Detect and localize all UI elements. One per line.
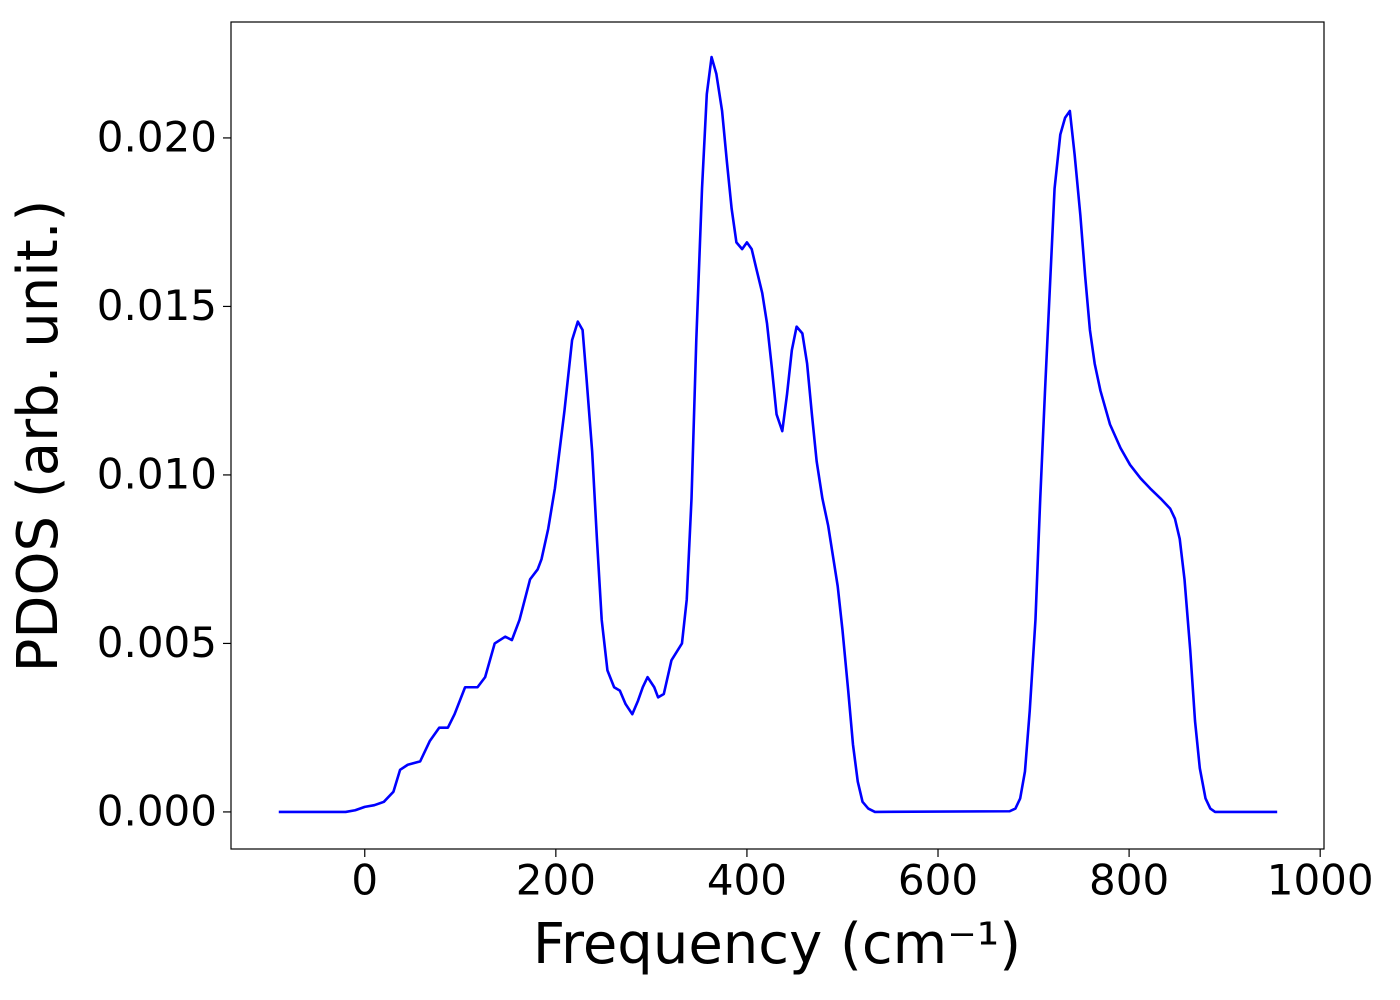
y-axis-label: PDOS (arb. unit.) [6, 200, 71, 673]
x-tick-label: 800 [1089, 856, 1169, 905]
x-axis-label: Frequency (cm⁻¹) [533, 912, 1021, 977]
data-line [278, 55, 1278, 814]
x-tick-label: 1000 [1267, 856, 1374, 905]
x-tick-label: 400 [707, 856, 787, 905]
y-tick-label: 0.010 [97, 449, 217, 498]
x-tick-label: 0 [351, 856, 378, 905]
y-tick-label: 0.000 [97, 786, 217, 835]
plot-frame [230, 21, 1325, 850]
y-tick-label: 0.015 [97, 281, 217, 330]
y-tick-label: 0.005 [97, 618, 217, 667]
x-tick-label: 600 [898, 856, 978, 905]
x-tick-label: 200 [516, 856, 596, 905]
y-tick-label: 0.020 [97, 112, 217, 161]
